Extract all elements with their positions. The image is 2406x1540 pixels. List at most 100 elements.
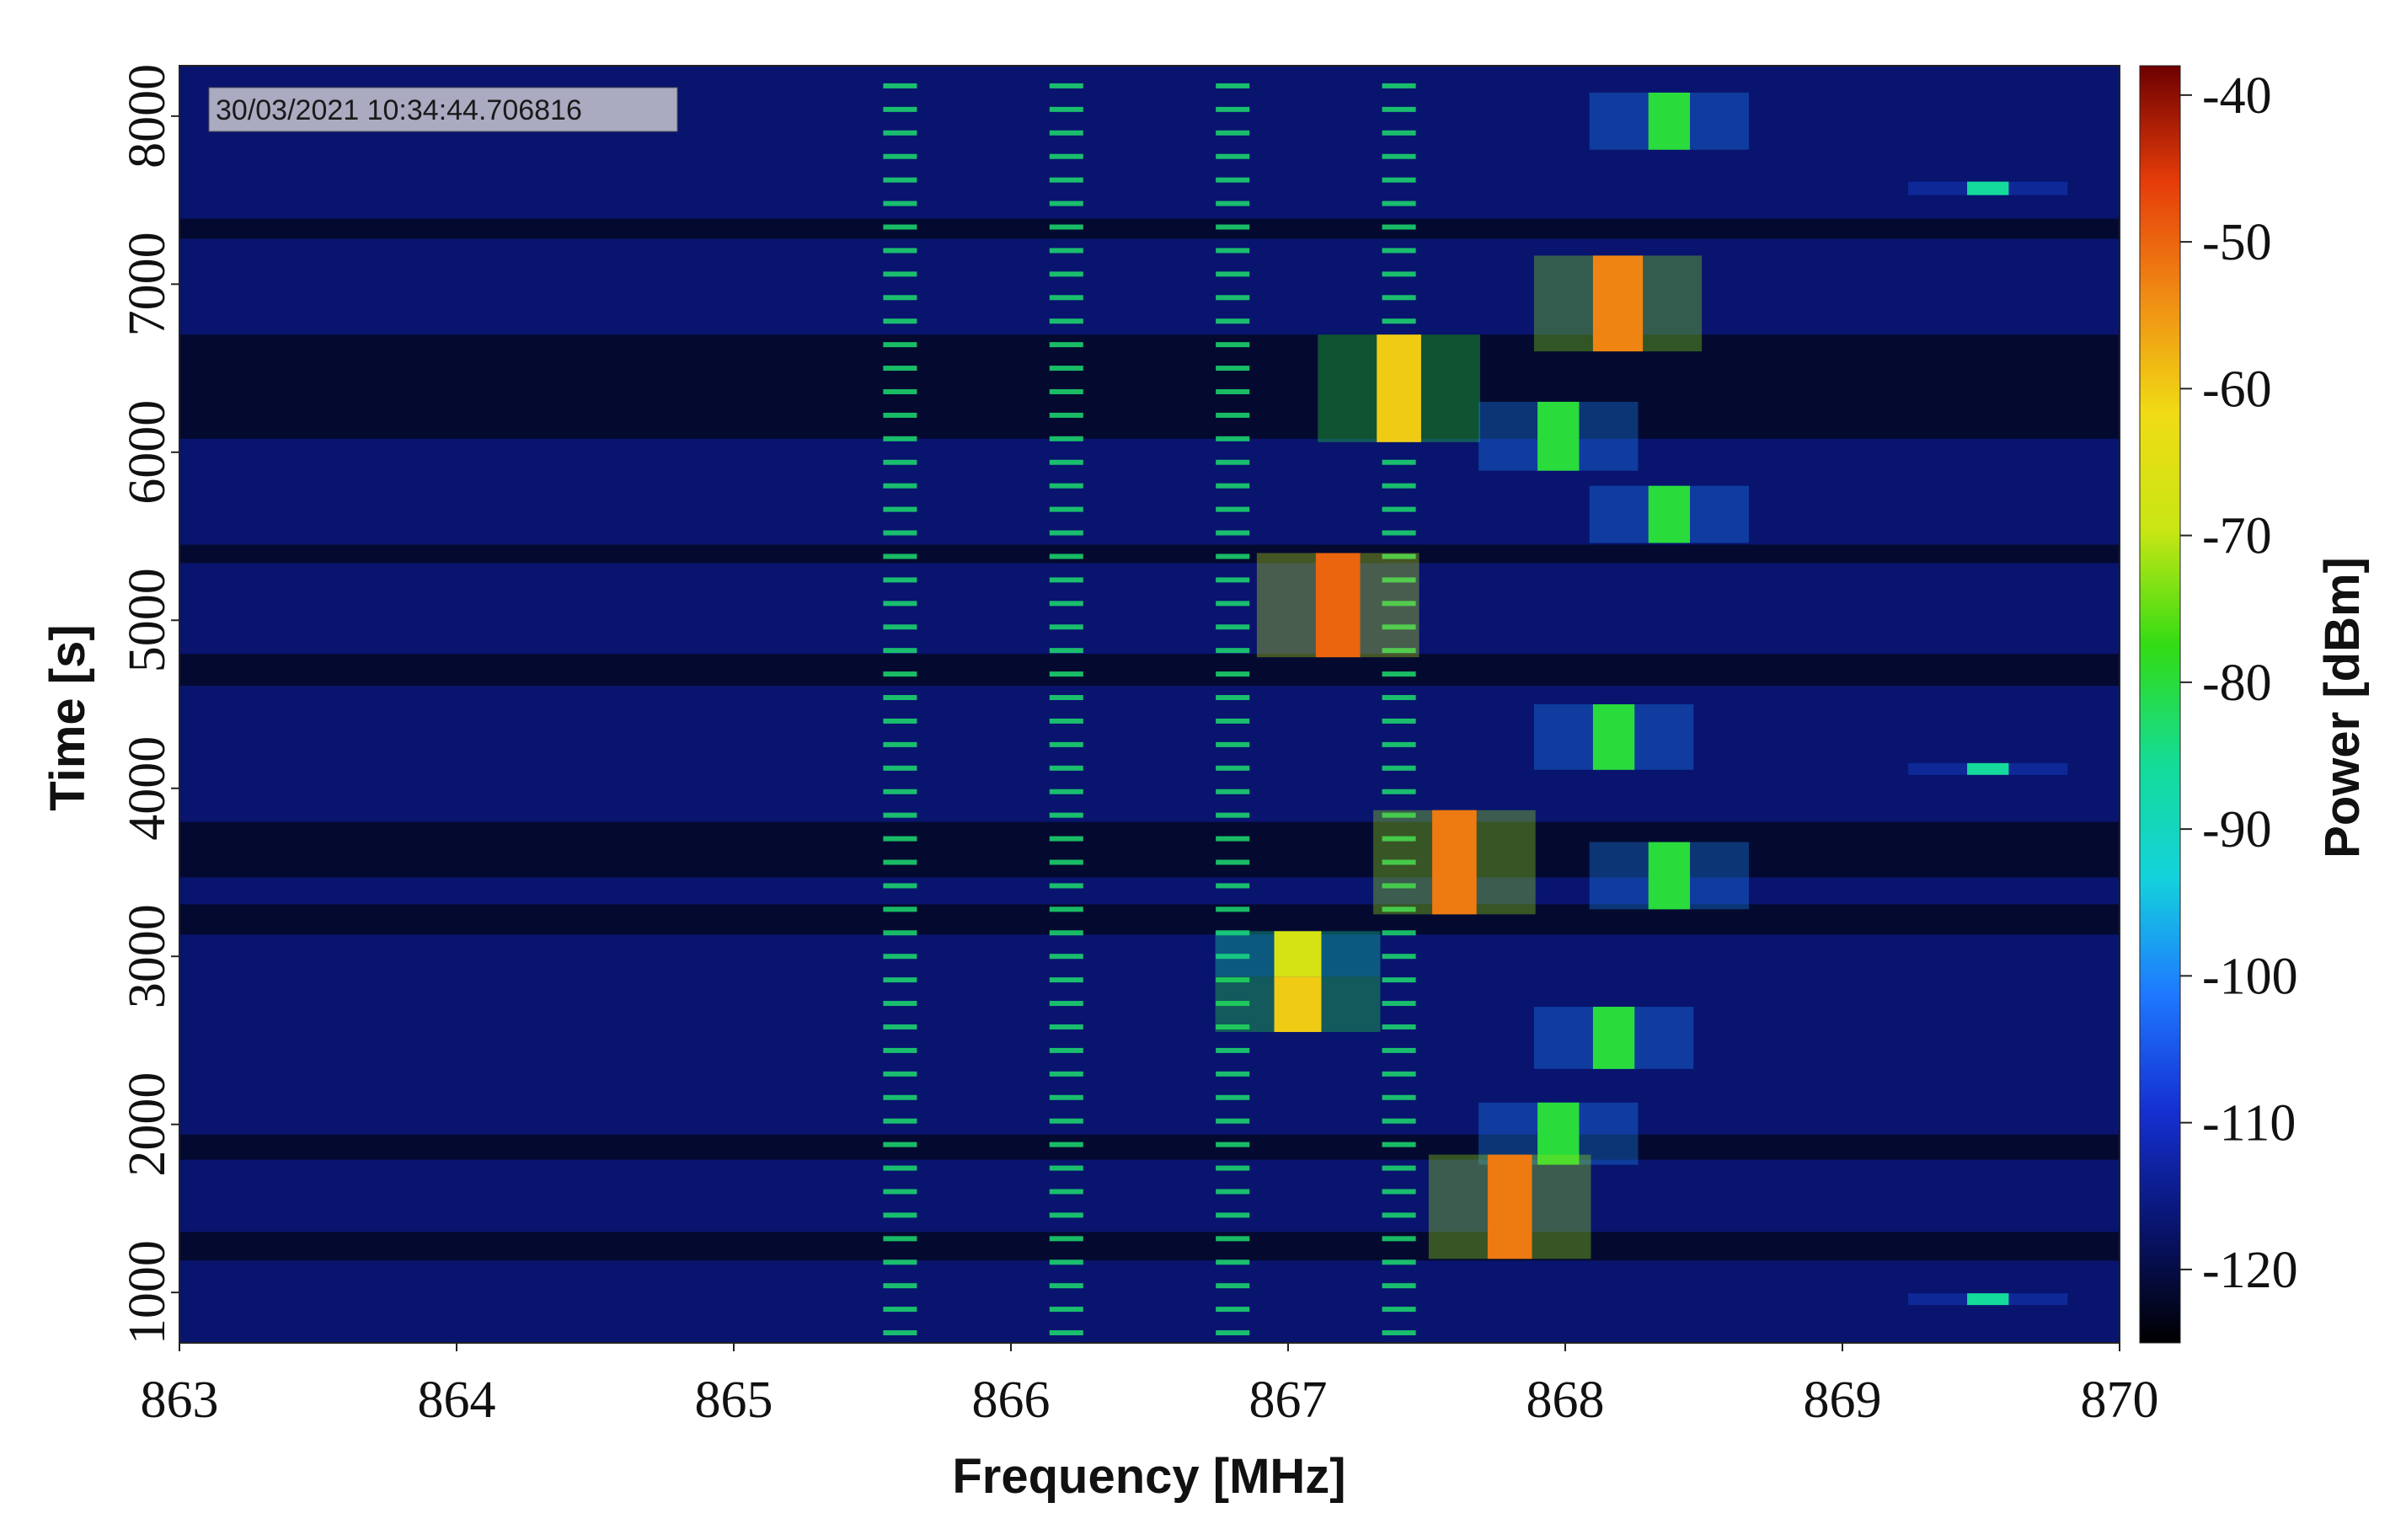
burst-mark <box>1049 177 1083 183</box>
burst-mark <box>1049 1259 1083 1265</box>
colorbar <box>2139 65 2181 1344</box>
burst-mark <box>883 153 917 159</box>
colorbar-tick-label: -100 <box>2202 948 2298 1005</box>
burst-mark <box>883 601 917 607</box>
burst-mark <box>1382 789 1416 794</box>
burst-mark <box>883 106 917 112</box>
quiet-band <box>179 1134 2120 1160</box>
timestamp-box: 30/03/2021 10:34:44.706816 <box>208 87 678 132</box>
burst-mark <box>883 1165 917 1171</box>
burst-mark <box>1049 883 1083 889</box>
plot-area <box>179 83 2120 1336</box>
burst-mark <box>1049 553 1083 559</box>
burst-mark <box>1049 836 1083 842</box>
burst-mark <box>1382 1307 1416 1313</box>
burst-mark <box>1216 248 1250 254</box>
x-tick-label: 864 <box>418 1372 496 1429</box>
y-tick-label: 4000 <box>119 736 176 841</box>
burst-mark <box>1049 459 1083 465</box>
signal-block <box>1648 485 1691 543</box>
burst-mark <box>1382 954 1416 960</box>
x-tick-label: 866 <box>972 1372 1051 1429</box>
burst-mark <box>883 342 917 348</box>
burst-mark <box>1382 318 1416 324</box>
burst-mark <box>1382 530 1416 536</box>
burst-mark <box>1049 741 1083 747</box>
signal-block <box>1592 255 1644 352</box>
burst-mark <box>1216 648 1250 654</box>
burst-mark <box>1382 812 1416 818</box>
burst-mark <box>1049 1236 1083 1242</box>
x-tick-label: 863 <box>141 1372 219 1429</box>
burst-mark <box>1216 224 1250 230</box>
burst-mark <box>883 483 917 489</box>
burst-mark <box>1382 224 1416 230</box>
burst-mark <box>1049 1330 1083 1336</box>
colorbar-tick-label: -110 <box>2202 1095 2296 1152</box>
colorbar-tick-label: -80 <box>2202 655 2272 712</box>
burst-mark <box>883 1307 917 1313</box>
signal-block <box>1537 401 1580 471</box>
burst-mark <box>1216 977 1250 983</box>
burst-mark <box>1216 695 1250 701</box>
burst-mark <box>1049 906 1083 912</box>
burst-mark <box>1216 789 1250 794</box>
burst-mark <box>1049 859 1083 865</box>
signal-block <box>1315 553 1361 658</box>
burst-mark <box>1216 624 1250 630</box>
burst-mark <box>1216 1330 1250 1336</box>
burst-mark <box>1049 977 1083 983</box>
x-axis-title: Frequency [MHz] <box>952 1449 1345 1504</box>
burst-mark <box>1216 671 1250 677</box>
burst-mark <box>1216 741 1250 747</box>
burst-mark <box>1216 388 1250 394</box>
burst-mark <box>1216 1212 1250 1218</box>
burst-mark <box>1216 130 1250 136</box>
y-tick-label: 5000 <box>119 568 176 672</box>
burst-mark <box>1049 436 1083 441</box>
burst-mark <box>1382 201 1416 206</box>
burst-mark <box>883 695 917 701</box>
burst-mark <box>883 1001 917 1007</box>
burst-mark <box>1216 883 1250 889</box>
burst-mark <box>1216 577 1250 583</box>
burst-mark <box>1382 836 1416 842</box>
burst-mark <box>1382 695 1416 701</box>
burst-mark <box>1216 906 1250 912</box>
burst-mark <box>1382 271 1416 277</box>
burst-mark <box>1049 1283 1083 1289</box>
signal-block <box>1537 1102 1580 1165</box>
burst-mark <box>883 83 917 88</box>
burst-mark <box>883 577 917 583</box>
colorbar-ticks: -40 -50 -60 -70 -80 -90 -100 -110 -120 <box>2180 67 2298 1299</box>
burst-mark <box>1216 506 1250 512</box>
burst-mark <box>1382 1189 1416 1195</box>
burst-mark <box>1382 1047 1416 1053</box>
burst-mark <box>1049 930 1083 936</box>
colorbar-bar <box>2139 65 2181 1344</box>
burst-mark <box>1049 624 1083 630</box>
burst-mark <box>1382 671 1416 677</box>
burst-mark <box>1049 648 1083 654</box>
burst-mark <box>1216 1118 1250 1124</box>
burst-mark <box>1049 224 1083 230</box>
burst-mark <box>1049 1212 1083 1218</box>
burst-mark <box>1216 342 1250 348</box>
burst-mark <box>883 459 917 465</box>
burst-mark <box>1382 248 1416 254</box>
burst-mark <box>1382 906 1416 912</box>
burst-mark <box>883 836 917 842</box>
burst-mark <box>1049 506 1083 512</box>
burst-mark <box>1049 1189 1083 1195</box>
burst-mark <box>1216 1236 1250 1242</box>
burst-mark <box>1216 1071 1250 1077</box>
burst-mark <box>883 553 917 559</box>
quiet-band <box>179 1232 2120 1261</box>
x-tick-label: 865 <box>695 1372 773 1429</box>
y-tick-label: 1000 <box>119 1240 176 1345</box>
burst-mark <box>1216 859 1250 865</box>
burst-mark <box>1382 1283 1416 1289</box>
burst-mark <box>1216 1024 1250 1029</box>
burst-mark <box>1216 83 1250 88</box>
burst-mark <box>1049 695 1083 701</box>
